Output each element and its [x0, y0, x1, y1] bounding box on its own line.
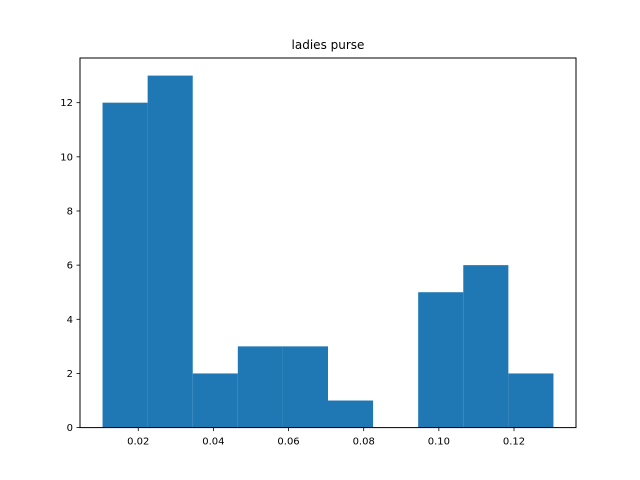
y-tick-label: 4: [67, 315, 73, 326]
histogram-bar: [237, 346, 283, 428]
histogram-bar: [328, 400, 374, 428]
y-tick-label: 12: [60, 98, 73, 109]
y-tick-label: 6: [67, 261, 73, 272]
histogram-bar: [147, 75, 193, 428]
x-tick-label: 0.08: [353, 437, 375, 448]
histogram-bar: [102, 102, 148, 428]
histogram-bar: [282, 346, 328, 428]
histogram-bar: [463, 265, 509, 428]
y-tick-label: 10: [60, 152, 73, 163]
histogram-bar: [508, 373, 554, 428]
x-tick-label: 0.10: [428, 437, 450, 448]
histogram-bar: [192, 373, 238, 428]
x-tick-label: 0.06: [277, 437, 299, 448]
x-tick-label: 0.02: [127, 437, 149, 448]
x-axis: 0.02 0.04 0.06 0.08 0.10 0.12: [127, 427, 525, 448]
x-tick-label: 0.04: [202, 437, 224, 448]
y-axis: 0 2 4 6 8 10 12: [60, 98, 80, 434]
plot-frame: [79, 57, 577, 429]
y-tick-label: 2: [67, 369, 73, 380]
y-tick-label: 0: [67, 423, 73, 434]
x-tick-label: 0.12: [503, 437, 525, 448]
y-tick-label: 8: [67, 206, 73, 217]
histogram-bar: [418, 292, 464, 428]
bars-group: [102, 75, 554, 428]
chart-title: ladies purse: [292, 38, 365, 52]
